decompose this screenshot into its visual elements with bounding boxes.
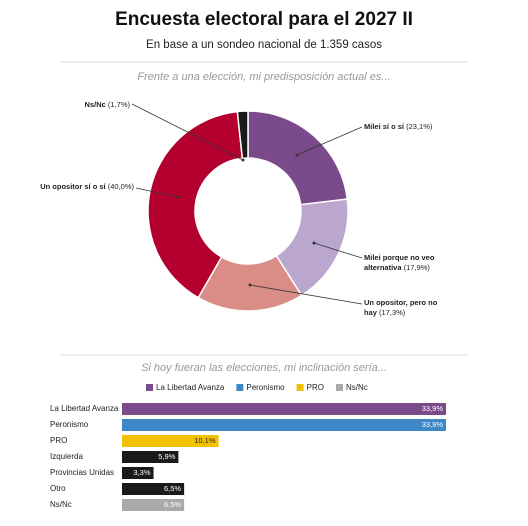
bar bbox=[122, 403, 446, 415]
value-label: 6,5% bbox=[164, 484, 181, 493]
legend-label: Ns/Nc bbox=[346, 383, 368, 392]
title: Encuesta electoral para el 2027 II bbox=[115, 9, 413, 30]
category-label: Provincias Unidas bbox=[50, 468, 114, 477]
category-label: Ns/Nc bbox=[50, 500, 72, 509]
value-label: 6,5% bbox=[164, 500, 181, 509]
bar bbox=[122, 435, 219, 447]
segment-value: (40,0%) bbox=[107, 182, 134, 191]
category-label: La Libertad Avanza bbox=[50, 404, 119, 413]
leader-line bbox=[131, 103, 244, 161]
segment-label: Milei porque no veo alternativa (17,9%) bbox=[364, 253, 454, 272]
legend-label: PRO bbox=[307, 383, 324, 392]
leader-dot bbox=[295, 153, 299, 157]
leader-line bbox=[296, 126, 363, 156]
donut-segment bbox=[236, 110, 249, 160]
legend-swatch bbox=[236, 384, 244, 391]
segment-label: Un opositor, pero no hay (17,3%) bbox=[364, 298, 449, 317]
leader-dot bbox=[241, 158, 245, 162]
segment-name: Un opositor, pero no hay bbox=[364, 298, 438, 317]
leader-line bbox=[135, 187, 179, 198]
segment-name: Un opositor sí o sí bbox=[40, 182, 106, 191]
segment-value: (17,9%) bbox=[403, 262, 430, 272]
leader-dot bbox=[176, 195, 180, 199]
category-label: Peronismo bbox=[50, 420, 89, 429]
leader-line bbox=[249, 284, 363, 305]
legend-label: La Libertad Avanza bbox=[156, 383, 225, 392]
bar bbox=[122, 451, 179, 463]
segment-value: (23,1%) bbox=[406, 122, 433, 131]
legend-swatch bbox=[146, 384, 153, 391]
value-label: 5,9% bbox=[158, 452, 175, 461]
subtitle: En base a un sondeo nacional de 1.359 ca… bbox=[146, 39, 382, 51]
leader-dot bbox=[312, 241, 316, 245]
question: Frente a una elección, mi predisposición… bbox=[137, 71, 390, 83]
bar bbox=[122, 419, 446, 431]
question: Si hoy fueran las elecciones, mi inclina… bbox=[141, 362, 387, 374]
segment-value: (1,7%) bbox=[107, 100, 130, 109]
segment-label: Milei sí o sí (23,1%) bbox=[364, 122, 474, 132]
bar bbox=[122, 499, 185, 511]
legend-swatch bbox=[296, 384, 304, 391]
bar bbox=[122, 467, 154, 479]
value-label: 10,1% bbox=[194, 436, 216, 445]
segment-value: (17,3%) bbox=[379, 307, 406, 317]
bar bbox=[122, 483, 185, 495]
segment-name: Milei porque no veo alternativa bbox=[364, 253, 435, 272]
legend-label: Peronismo bbox=[246, 383, 285, 392]
category-label: PRO bbox=[50, 436, 67, 445]
donut-segment bbox=[147, 110, 244, 299]
segment-name: Milei sí o sí bbox=[364, 122, 405, 131]
leader-dot bbox=[248, 283, 252, 287]
category-label: Otro bbox=[50, 484, 66, 493]
segment-name: Ns/Nc bbox=[84, 100, 106, 109]
value-label: 33,9% bbox=[422, 404, 444, 413]
legend-swatch bbox=[335, 384, 343, 391]
category-label: Izquierda bbox=[50, 452, 83, 461]
value-label: 3,3% bbox=[133, 468, 150, 477]
donut-segment bbox=[247, 110, 349, 206]
segment-label: Un opositor sí o sí (40,0%) bbox=[40, 182, 134, 192]
value-label: 33,9% bbox=[422, 420, 444, 429]
segment-label: Ns/Nc (1,7%) bbox=[60, 100, 130, 110]
leader-line bbox=[313, 242, 363, 259]
